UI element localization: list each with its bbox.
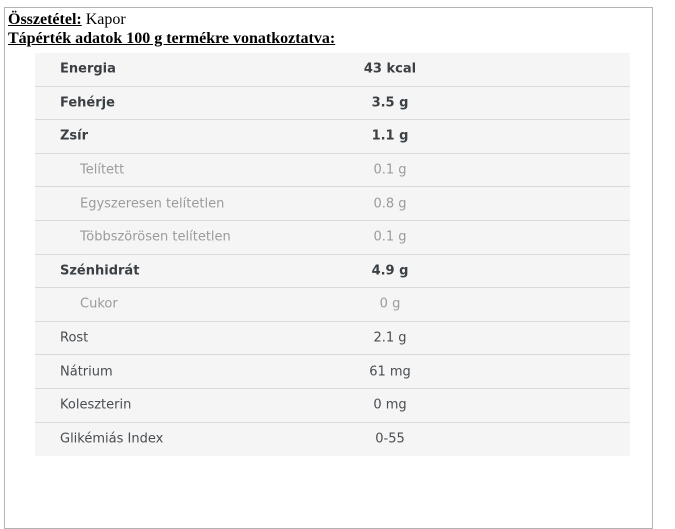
nutrient-value: 2.1 g [373, 330, 407, 346]
nutrient-value: 0 mg [373, 397, 407, 413]
nutrient-value: 0.1 g [373, 229, 407, 245]
nutrient-label: Cukor [80, 296, 118, 312]
nutrient-value: 0 g [379, 296, 401, 312]
nutrient-label: Nátrium [60, 364, 113, 380]
nutrient-value: 4.9 g [371, 263, 409, 279]
nutrient-value: 0.1 g [373, 162, 407, 178]
nutrient-label: Koleszterin [60, 397, 132, 413]
nutrient-value: 0-55 [375, 431, 405, 447]
table-row: Cukor 0 g [35, 288, 630, 322]
nutrient-label: Zsír [60, 128, 89, 144]
table-row: Rost 2.1 g [35, 322, 630, 356]
table-row: Fehérje 3.5 g [35, 87, 630, 121]
nutrient-label: Telített [80, 162, 125, 178]
table-row: Zsír 1.1 g [35, 120, 630, 154]
nutrient-label: Többszörösen telítetlen [80, 229, 231, 245]
nutrient-value: 3.5 g [371, 95, 409, 111]
nutrient-label: Glikémiás Index [60, 431, 164, 447]
table-row: Energia 43 kcal [35, 53, 630, 87]
nutrient-label: Rost [60, 330, 89, 346]
ingredients-label: Összetétel: [8, 11, 82, 28]
nutrient-label: Szénhidrát [60, 263, 140, 279]
nutrition-title: Tápérték adatok 100 g termékre vonatkozt… [8, 30, 336, 47]
nutrient-label: Energia [60, 61, 116, 77]
nutrient-label: Egyszeresen telítetlen [80, 196, 225, 212]
table-row: Szénhidrát 4.9 g [35, 255, 630, 289]
nutrition-title-line: Tápérték adatok 100 g termékre vonatkozt… [8, 29, 652, 48]
nutrient-value: 61 mg [369, 364, 411, 380]
ingredients-line: Összetétel: Kapor [8, 10, 652, 29]
nutrient-value: 43 kcal [363, 61, 417, 77]
header-block: Összetétel: Kapor Tápérték adatok 100 g … [5, 8, 652, 48]
nutrient-value: 0.8 g [373, 196, 407, 212]
nutrition-table: Energia 43 kcal Fehérje 3.5 g Zsír 1.1 g… [35, 53, 630, 457]
table-row: Nátrium 61 mg [35, 355, 630, 389]
table-row: Egyszeresen telítetlen 0.8 g [35, 187, 630, 221]
product-info-panel: Összetétel: Kapor Tápérték adatok 100 g … [4, 7, 653, 529]
table-row: Telített 0.1 g [35, 154, 630, 188]
table-row: Glikémiás Index 0-55 [35, 423, 630, 457]
table-row: Többszörösen telítetlen 0.1 g [35, 221, 630, 255]
ingredients-value: Kapor [81, 11, 126, 28]
nutrient-value: 1.1 g [371, 128, 409, 144]
table-row: Koleszterin 0 mg [35, 389, 630, 423]
nutrient-label: Fehérje [60, 95, 115, 111]
